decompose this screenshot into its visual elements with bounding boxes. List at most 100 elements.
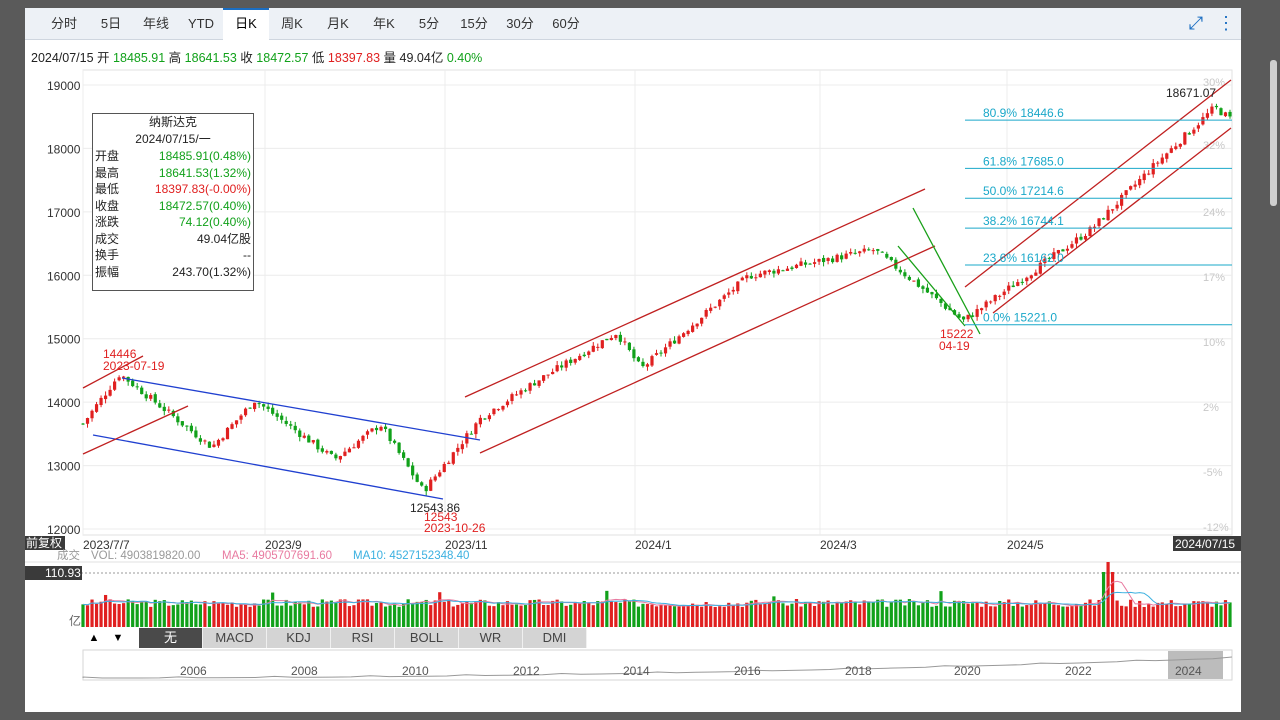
tab-6[interactable]: 月K	[327, 16, 349, 31]
volume-bar	[528, 600, 532, 627]
candle-body	[1187, 133, 1191, 135]
tab-4[interactable]: 日K	[223, 8, 269, 40]
overview-year-label: 2006	[180, 664, 207, 678]
candle-body	[930, 292, 934, 295]
x-end-label: 2024/07/15	[1175, 537, 1235, 551]
volume-bar	[1219, 605, 1223, 627]
tab-2[interactable]: 年线	[142, 16, 169, 31]
candle-body	[311, 440, 315, 443]
tab-0[interactable]: 分时	[50, 16, 77, 31]
candle-body	[1165, 153, 1169, 159]
volume-bar	[677, 606, 681, 627]
volume-bar	[736, 603, 740, 627]
tab-3[interactable]: YTD	[188, 16, 214, 31]
volume-bar	[379, 602, 383, 627]
candle-body	[383, 426, 388, 430]
candle-body	[153, 394, 157, 403]
indicator-1[interactable]: MACD	[203, 628, 267, 648]
volume-bar	[420, 601, 424, 627]
candle-body	[248, 407, 252, 409]
candle-body	[560, 365, 564, 368]
volume-bar	[392, 603, 397, 627]
volume-bar	[176, 604, 180, 627]
y-tick-label: 14000	[47, 396, 81, 410]
indicator-6[interactable]: DMI	[523, 628, 587, 648]
more-vertical-icon[interactable]: ⋮	[1217, 13, 1235, 33]
volume-bar	[316, 606, 320, 627]
volume-bar	[1196, 601, 1200, 627]
candle-body	[356, 440, 361, 448]
volume-bar	[636, 606, 641, 627]
indicator-4[interactable]: BOLL	[395, 628, 459, 648]
candle-body	[406, 458, 410, 467]
candle-body	[939, 298, 943, 303]
indicator-2[interactable]: KDJ	[267, 628, 331, 648]
tab-7[interactable]: 年K	[373, 16, 395, 31]
indicator-5[interactable]: WR	[459, 628, 523, 648]
candle-body	[645, 364, 650, 367]
volume-bar	[383, 606, 388, 627]
scrollbar-thumb[interactable]	[1270, 60, 1277, 206]
candle-body	[853, 252, 857, 254]
candle-body	[1011, 285, 1015, 288]
candle-body	[140, 387, 144, 395]
candle-body	[487, 415, 492, 420]
candle-body	[343, 451, 347, 456]
candle-body	[284, 420, 288, 424]
volume-bar	[803, 602, 808, 627]
tab-1[interactable]: 5日	[100, 16, 122, 31]
candle-body	[131, 380, 135, 387]
candle-body	[262, 404, 266, 407]
volume-bar	[365, 599, 370, 627]
tab-8[interactable]: 5分	[418, 16, 440, 31]
page-scrollbar[interactable]	[1268, 0, 1280, 720]
volume-bar	[903, 605, 907, 627]
volume-bar	[1205, 601, 1210, 627]
volume-bar	[140, 601, 144, 627]
tab-11[interactable]: 60分	[552, 16, 580, 31]
candle-body	[1156, 162, 1160, 164]
volume-bar	[695, 604, 699, 627]
candle-body	[144, 394, 148, 399]
tab-10[interactable]: 30分	[506, 16, 534, 31]
candle-body	[686, 330, 690, 335]
arrow-down-icon[interactable]: ▼	[112, 632, 124, 644]
volume-bar	[939, 591, 943, 627]
compress-icon[interactable]: ⤢	[1188, 13, 1204, 33]
volume-bar	[207, 606, 212, 627]
volume-bar	[894, 599, 898, 627]
volume-bar	[469, 602, 473, 627]
candle-body	[609, 337, 613, 341]
candle-body	[1133, 184, 1137, 187]
volume-bar	[1088, 599, 1092, 627]
volume-bar	[1142, 606, 1146, 627]
arrow-up-icon[interactable]: ▲	[88, 632, 100, 644]
candle-body	[1174, 146, 1178, 150]
candle-body	[767, 270, 771, 273]
candle-body	[176, 416, 180, 423]
indicator-0[interactable]: 无	[139, 628, 203, 648]
candle-body	[162, 406, 166, 412]
volume-bar	[388, 605, 392, 627]
volume-bar	[411, 603, 415, 627]
candle-body	[1074, 237, 1079, 244]
volume-bar	[582, 601, 586, 627]
tab-9[interactable]: 15分	[460, 16, 488, 31]
candle-body	[1016, 282, 1020, 286]
candle-body	[1043, 258, 1047, 264]
x-tick-label: 2024/5	[1007, 538, 1044, 552]
candle-body	[844, 253, 848, 259]
candle-body	[925, 287, 930, 293]
tab-5[interactable]: 周K	[281, 16, 303, 31]
volume-bar	[898, 599, 902, 627]
channel-line	[82, 355, 144, 389]
volume-bar	[162, 600, 166, 627]
volume-bar	[966, 603, 970, 627]
candle-body	[573, 358, 577, 363]
indicator-3[interactable]: RSI	[331, 628, 395, 648]
kline-chart[interactable]: 12000 13000 14000 15000 16000 17000 18000 19000…	[25, 8, 1241, 712]
volume-bar	[496, 602, 501, 627]
channel-line	[92, 434, 444, 500]
volume-bar	[1052, 604, 1056, 627]
candle-body	[794, 264, 799, 269]
